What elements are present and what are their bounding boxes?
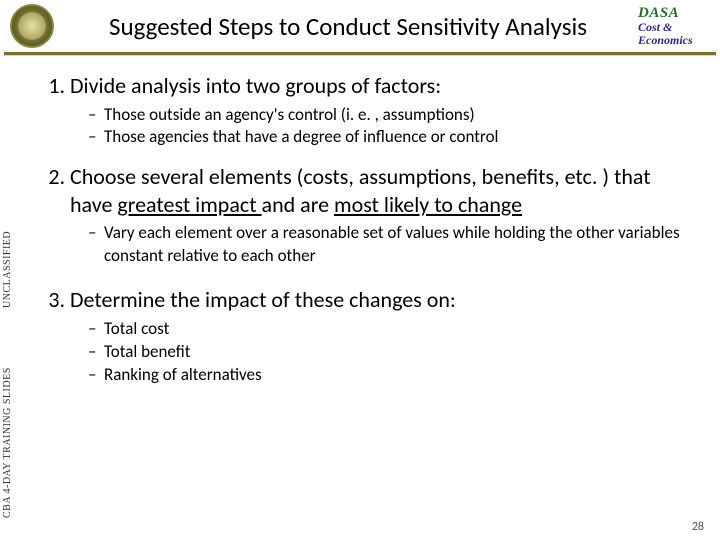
step-3: Determine the impact of these changes on… [70, 286, 690, 386]
step-2-underline-2: most likely to change [334, 191, 522, 218]
step-2-mid: and are [262, 191, 334, 218]
step-3-sub-2: Total benefit [88, 341, 690, 364]
step-2-underline-1: greatest impact [117, 191, 261, 218]
step-1: Divide analysis into two groups of facto… [70, 72, 690, 149]
step-3-sublist: Total cost Total benefit Ranking of alte… [88, 318, 690, 387]
step-2-sub-1: Vary each element over a reasonable set … [88, 222, 690, 268]
step-1-sublist: Those outside an agency's control (i. e.… [88, 104, 690, 150]
dasa-line3: Economics [638, 34, 712, 47]
step-3-text: Determine the impact of these changes on… [70, 286, 456, 313]
step-1-sub-1: Those outside an agency's control (i. e.… [88, 104, 690, 127]
slide-body: Divide analysis into two groups of facto… [0, 62, 720, 387]
slide-title: Suggested Steps to Conduct Sensitivity A… [54, 11, 638, 42]
step-2: Choose several elements (costs, assumpti… [70, 163, 690, 268]
step-1-text: Divide analysis into two groups of facto… [70, 72, 441, 99]
steps-list: Divide analysis into two groups of facto… [52, 72, 690, 387]
dasa-line1: DASA [638, 6, 712, 22]
army-seal-icon [10, 4, 54, 48]
step-3-sub-1: Total cost [88, 318, 690, 341]
page-number: 28 [692, 520, 704, 534]
dasa-line2: Cost & [638, 21, 712, 34]
header-divider-shadow [4, 55, 716, 56]
dasa-logo: DASA Cost & Economics [638, 6, 712, 47]
step-1-sub-2: Those agencies that have a degree of inf… [88, 126, 690, 149]
slide-header: Suggested Steps to Conduct Sensitivity A… [0, 0, 720, 52]
step-3-sub-3: Ranking of alternatives [88, 364, 690, 387]
step-2-sublist: Vary each element over a reasonable set … [88, 222, 690, 268]
sidebar-label-training: CBA 4-DAY TRAINING SLIDES [2, 367, 13, 518]
